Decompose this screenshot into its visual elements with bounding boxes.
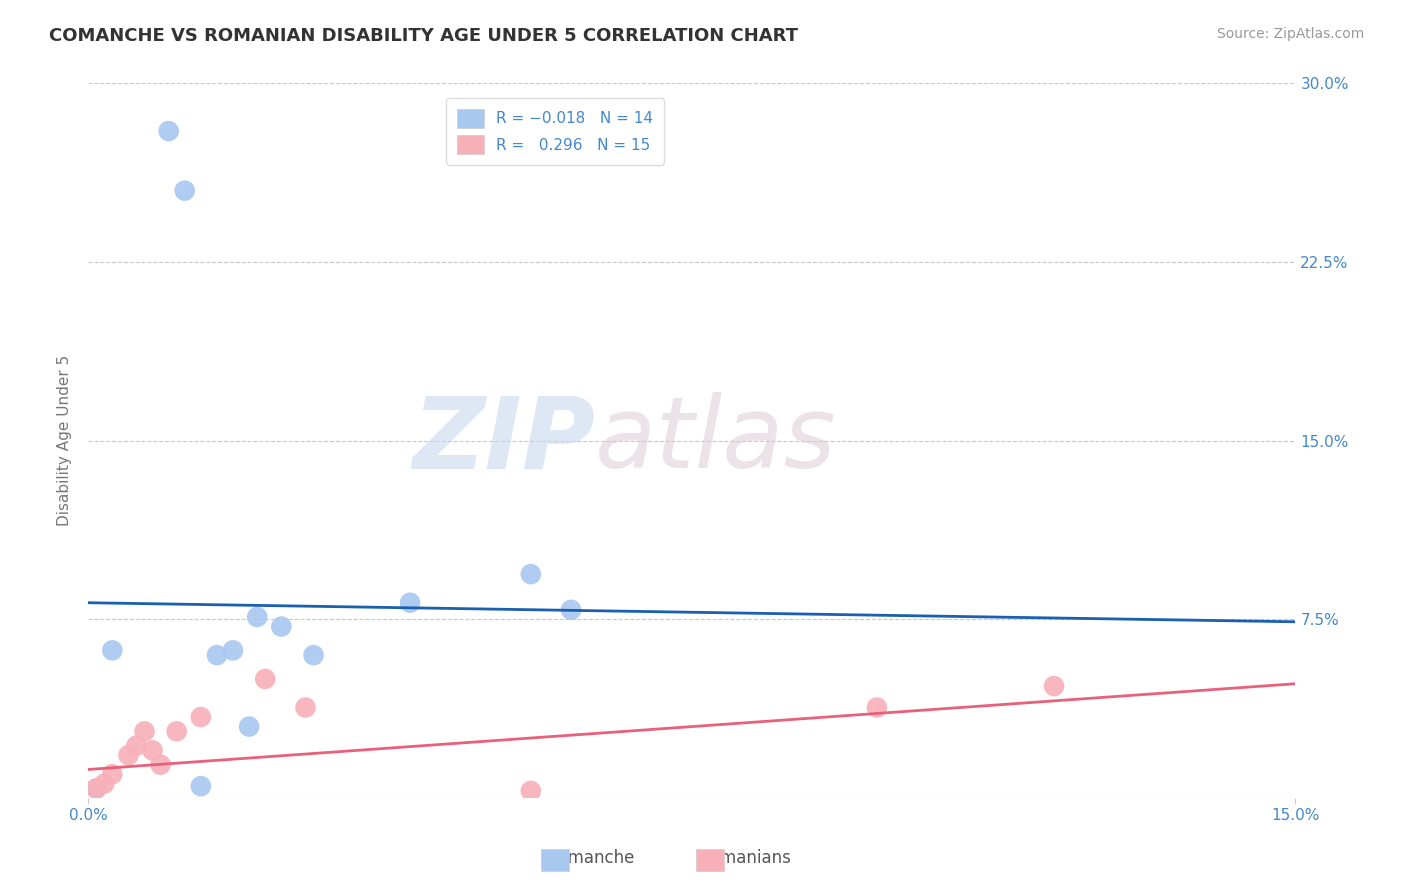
Point bbox=[134, 724, 156, 739]
Point bbox=[1043, 679, 1066, 693]
Point bbox=[173, 184, 195, 198]
Point bbox=[84, 781, 107, 796]
Point bbox=[190, 710, 212, 724]
Point bbox=[93, 777, 115, 791]
Text: Source: ZipAtlas.com: Source: ZipAtlas.com bbox=[1216, 27, 1364, 41]
Text: ZIP: ZIP bbox=[412, 392, 595, 489]
Point bbox=[117, 748, 139, 763]
Point bbox=[205, 648, 228, 662]
Point bbox=[190, 779, 212, 793]
Text: COMANCHE VS ROMANIAN DISABILITY AGE UNDER 5 CORRELATION CHART: COMANCHE VS ROMANIAN DISABILITY AGE UNDE… bbox=[49, 27, 799, 45]
Point bbox=[399, 596, 422, 610]
Point bbox=[166, 724, 188, 739]
Text: Comanche: Comanche bbox=[547, 849, 634, 867]
Y-axis label: Disability Age Under 5: Disability Age Under 5 bbox=[58, 355, 72, 526]
Point bbox=[520, 784, 543, 798]
Point bbox=[125, 739, 148, 753]
Point bbox=[238, 720, 260, 734]
Point bbox=[222, 643, 245, 657]
Point bbox=[157, 124, 180, 138]
Point bbox=[141, 743, 163, 757]
Point bbox=[294, 700, 316, 714]
Legend: R = −0.018   N = 14, R =   0.296   N = 15: R = −0.018 N = 14, R = 0.296 N = 15 bbox=[446, 98, 664, 164]
Point bbox=[84, 781, 107, 796]
Point bbox=[302, 648, 325, 662]
Point bbox=[246, 610, 269, 624]
Point bbox=[254, 672, 277, 686]
Point bbox=[866, 700, 889, 714]
Point bbox=[270, 619, 292, 633]
Point bbox=[149, 757, 172, 772]
Point bbox=[520, 567, 543, 582]
Point bbox=[560, 603, 582, 617]
Text: atlas: atlas bbox=[595, 392, 837, 489]
Point bbox=[101, 643, 124, 657]
Text: Romanians: Romanians bbox=[699, 849, 792, 867]
Point bbox=[101, 767, 124, 781]
